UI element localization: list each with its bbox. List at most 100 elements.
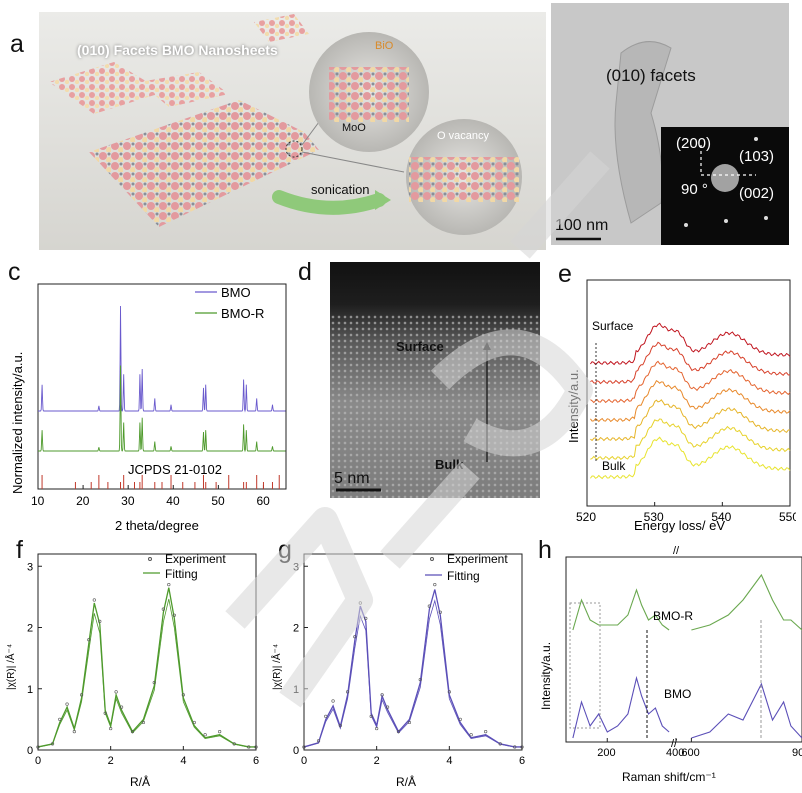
x-tick-label: 4 <box>180 755 186 767</box>
x-tick-label: 50 <box>211 494 225 508</box>
experiment-point <box>438 610 442 614</box>
experiment-point <box>358 601 362 605</box>
saed-103-label: (103) <box>739 148 775 165</box>
experiment-point <box>324 714 328 718</box>
bio-label: BiO <box>375 40 394 52</box>
experiment-point <box>218 730 222 734</box>
experiment-point <box>172 613 176 617</box>
experiment-point <box>65 702 69 706</box>
y-axis-label: Intensity/a.u. <box>539 642 553 710</box>
experiment-point <box>167 583 171 587</box>
saed-002-label: (002) <box>739 185 775 202</box>
experiment-point <box>98 619 102 623</box>
experiment-point <box>141 720 145 725</box>
legend-bmo-label: BMO <box>221 285 251 300</box>
facet-label: (010) facets <box>606 66 696 85</box>
x-tick-label: 60 <box>256 494 270 508</box>
experiment-point <box>513 745 517 749</box>
experiment-point <box>484 730 488 734</box>
x-tick-label: 550 <box>779 510 796 524</box>
experiment-point <box>338 723 342 728</box>
raman-line <box>572 588 670 631</box>
experiment-point <box>203 733 207 737</box>
x-tick-label: 900 <box>792 747 802 759</box>
experiment-point <box>92 598 96 602</box>
axis-ticks: 0 2 4 6 0 1 2 3 <box>27 561 259 767</box>
bmor-xrd-line <box>38 365 286 453</box>
x-axis-label: R/Å <box>396 774 416 789</box>
experiment-point <box>447 690 451 694</box>
experiment-point <box>247 745 251 749</box>
legend-fitting-label: Fitting <box>165 567 198 581</box>
panel-letter-a: a <box>10 30 24 58</box>
scale-label: 5 nm <box>334 470 370 487</box>
experiment-point <box>331 699 335 703</box>
x-tick-label: 4 <box>446 755 452 767</box>
panel-letter-d: d <box>298 258 312 286</box>
experiment-point <box>316 739 321 743</box>
x-tick-label: 6 <box>253 755 259 767</box>
experiment-point <box>396 730 401 734</box>
experiment-point <box>114 690 118 694</box>
eels-spectrum-line <box>590 399 790 442</box>
legend-experiment-marker <box>430 557 434 561</box>
fitting-line <box>303 589 522 748</box>
legend-experiment-label: Experiment <box>165 552 226 566</box>
surface-label: Surface <box>396 339 444 354</box>
panel-letter-h: h <box>538 536 552 564</box>
experiment-point <box>119 705 124 709</box>
x-axis-label: Raman shift/cm⁻¹ <box>622 770 716 784</box>
y-tick-label: 2 <box>293 623 299 635</box>
bmo-label: BMO <box>664 687 691 701</box>
x-tick-label: 10 <box>31 494 45 508</box>
panel-c-xrd: 10 20 30 40 50 60 BMO BMO-R JCPDS 21-0102 2 t… <box>10 283 287 533</box>
angle-label: 90 ° <box>681 181 708 198</box>
experiment-point <box>458 717 462 721</box>
eels-spectrum-line <box>589 322 791 366</box>
y-tick-label: 3 <box>293 561 299 573</box>
large-sheet <box>89 100 319 227</box>
x-tick-label: 600 <box>681 747 699 759</box>
x-tick-label: 0 <box>301 755 307 767</box>
x-tick-label: 520 <box>576 510 596 524</box>
panel-a-illustration: (010) Facets BMO Nanosheets BiO MoO O va… <box>39 12 546 250</box>
experiment-point <box>433 583 437 587</box>
experiment-point <box>58 717 62 721</box>
experiment-point <box>161 607 165 611</box>
experiment-point <box>79 693 84 697</box>
x-tick-label: 6 <box>519 755 525 767</box>
bulk-label: Bulk <box>602 459 626 473</box>
x-tick-label: 30 <box>121 494 135 508</box>
sonication-arrow <box>272 190 386 215</box>
y-tick-label: 1 <box>27 684 33 696</box>
ovacancy-label: O vacancy <box>437 130 489 142</box>
experiment-point <box>427 604 431 608</box>
x-axis-label: R/Å <box>130 774 150 789</box>
fitting-line-2 <box>303 599 522 748</box>
raman-line <box>572 675 670 739</box>
x-tick-label: 540 <box>711 510 731 524</box>
y-tick-label: 1 <box>293 684 299 696</box>
bulk-label: Bulk <box>435 457 464 472</box>
experiment-point <box>87 638 91 642</box>
legend-bmor-label: BMO-R <box>221 306 264 321</box>
axis-break-top: // <box>673 545 680 557</box>
moo-label: MoO <box>342 122 366 134</box>
experiment-point <box>418 677 422 682</box>
small-sheet-2 <box>139 72 229 107</box>
experiment-point <box>192 720 196 725</box>
experiment-point <box>72 730 76 734</box>
scale-bar-label: 100 nm <box>555 217 609 234</box>
panel-f-exafs: 0 2 4 6 0 1 2 3 Experiment Fitting R/Å |χ(R)| /… <box>4 552 259 789</box>
panel-b-tem: (010) facets 100 nm (200) (103) (002) 90… <box>551 3 789 245</box>
experiment-point <box>375 726 379 731</box>
experiment-point <box>385 705 390 709</box>
exafs-plot <box>302 583 524 749</box>
reference-label: JCPDS 21-0102 <box>128 462 222 477</box>
panel-letter-f: f <box>16 536 23 564</box>
small-sheet-1 <box>49 62 164 114</box>
y-tick-label: 0 <box>293 745 299 757</box>
experiment-point <box>181 693 185 697</box>
